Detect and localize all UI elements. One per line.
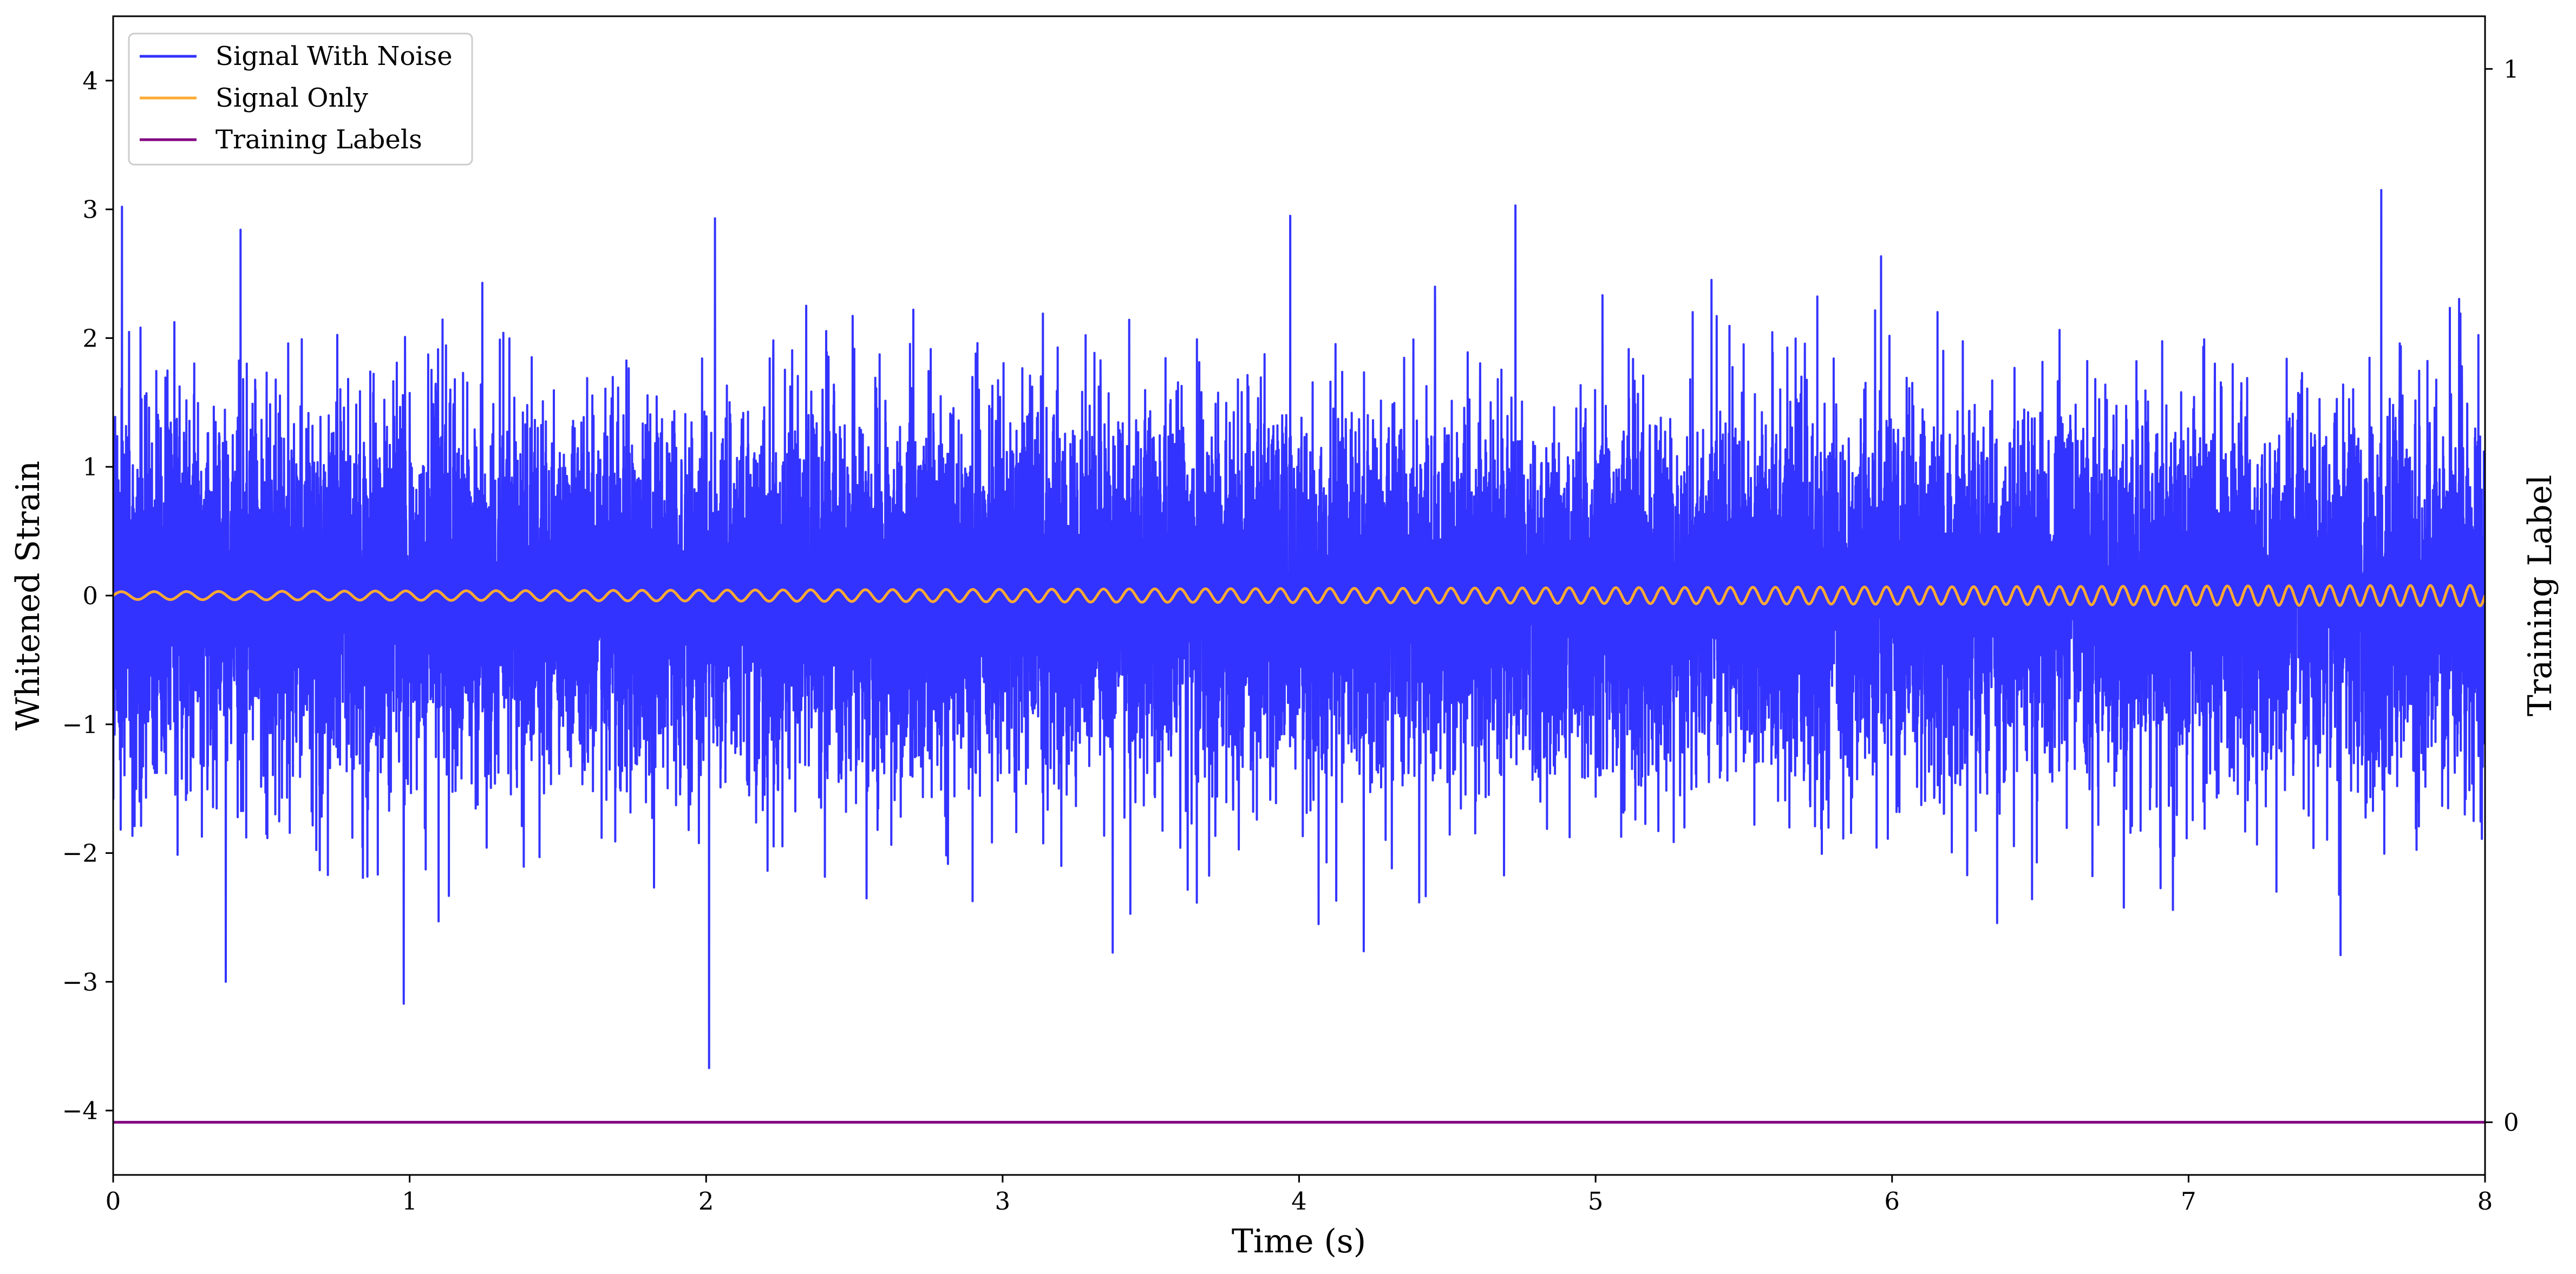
x-axis-label: Time (s) (1232, 1223, 1366, 1260)
y-tick-label: 1 (82, 453, 98, 481)
x-tick-label: 3 (995, 1187, 1011, 1216)
legend-label-signal-with-noise: Signal With Noise (215, 41, 453, 71)
legend-box (128, 32, 473, 166)
plot-area (112, 15, 2486, 1176)
series-signal-only (113, 584, 2485, 607)
x-tick-label: 2 (698, 1187, 714, 1216)
x-tick-label: 0 (106, 1187, 121, 1216)
y-axis-label: Whitened Strain (9, 461, 47, 730)
x-axis: 0 1 2 3 4 5 6 7 8 (106, 1175, 2493, 1216)
x-tick-label: 5 (1588, 1187, 1604, 1216)
legend: Signal With Noise Signal Only Training L… (128, 32, 473, 166)
x-tick-label: 4 (1291, 1187, 1307, 1216)
y-tick-label: 4 (82, 67, 98, 95)
x-tick-label: 8 (2477, 1187, 2493, 1216)
x-tick-label: 7 (2181, 1187, 2196, 1216)
y-tick-label: −1 (62, 710, 98, 739)
y2-axis-label: Training Label (2521, 475, 2559, 716)
y2-tick-label: 0 (2503, 1108, 2519, 1137)
y-axis-right: 01 (2485, 55, 2519, 1137)
series-layer (113, 189, 2485, 1124)
series-signal-with-noise (113, 189, 2485, 1069)
y-tick-label: −4 (62, 1096, 98, 1125)
y-tick-label: −3 (62, 968, 98, 996)
y-axis-left: −4 −3 −2 −1 0 1 2 3 4 (62, 67, 113, 1125)
legend-label-signal-only: Signal Only (215, 83, 368, 113)
y-tick-label: −2 (62, 839, 98, 868)
legend-label-training-labels: Training Labels (215, 125, 422, 155)
y-tick-label: 0 (82, 582, 98, 610)
y-tick-label: 3 (82, 195, 98, 224)
x-tick-label: 1 (402, 1187, 417, 1216)
y2-tick-label: 1 (2503, 55, 2519, 83)
y-tick-label: 2 (82, 324, 98, 352)
x-tick-label: 6 (1884, 1187, 1900, 1216)
